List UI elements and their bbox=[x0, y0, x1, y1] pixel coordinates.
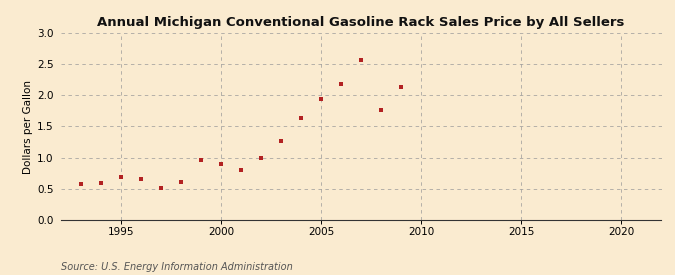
Point bbox=[356, 57, 367, 62]
Point bbox=[236, 167, 246, 172]
Point bbox=[256, 156, 267, 161]
Point bbox=[215, 162, 226, 166]
Point bbox=[115, 175, 126, 179]
Point bbox=[176, 180, 186, 184]
Point bbox=[196, 158, 207, 162]
Y-axis label: Dollars per Gallon: Dollars per Gallon bbox=[23, 79, 33, 174]
Point bbox=[95, 180, 106, 185]
Point bbox=[136, 177, 146, 182]
Text: Source: U.S. Energy Information Administration: Source: U.S. Energy Information Administ… bbox=[61, 262, 292, 272]
Point bbox=[155, 185, 166, 190]
Title: Annual Michigan Conventional Gasoline Rack Sales Price by All Sellers: Annual Michigan Conventional Gasoline Ra… bbox=[97, 16, 625, 29]
Point bbox=[275, 139, 286, 144]
Point bbox=[376, 108, 387, 112]
Point bbox=[396, 85, 406, 89]
Point bbox=[316, 97, 327, 101]
Point bbox=[296, 116, 306, 120]
Point bbox=[76, 182, 86, 187]
Point bbox=[335, 82, 346, 86]
